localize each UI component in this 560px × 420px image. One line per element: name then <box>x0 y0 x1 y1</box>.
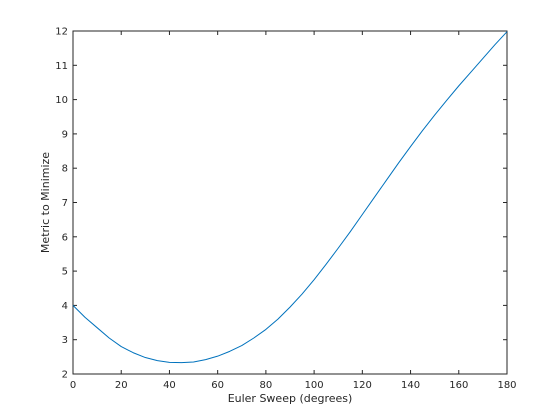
y-tick-label: 11 <box>55 61 68 72</box>
y-tick-label: 10 <box>55 95 68 106</box>
axis-ticks <box>72 30 508 375</box>
y-tick-label: 12 <box>55 27 68 38</box>
x-tick-label: 140 <box>401 380 420 391</box>
x-axis-label: Euler Sweep (degrees) <box>228 392 353 405</box>
plot-area <box>72 30 508 375</box>
y-tick-label: 4 <box>62 301 68 312</box>
y-tick-label: 5 <box>62 267 68 278</box>
y-tick-label: 2 <box>62 370 68 381</box>
x-tick-label: 180 <box>497 380 516 391</box>
series-line <box>72 31 508 364</box>
x-tick-label: 80 <box>260 380 273 391</box>
y-tick-label: 8 <box>62 164 68 175</box>
axis-tick-labels: 0 20 40 60 80 100 120 140 160 180 2 3 4 5 6 7 8 9 10 11 12 <box>55 27 516 392</box>
x-tick-label: 120 <box>353 380 372 391</box>
x-tick-label: 60 <box>211 380 224 391</box>
y-axis-label: Metric to Minimize <box>39 152 52 253</box>
y-tick-label: 7 <box>62 198 68 209</box>
x-tick-label: 0 <box>70 380 76 391</box>
x-tick-label: 100 <box>305 380 324 391</box>
data-series <box>72 31 508 364</box>
y-tick-label: 6 <box>62 232 68 243</box>
y-tick-label: 3 <box>62 335 68 346</box>
x-tick-label: 160 <box>449 380 468 391</box>
y-tick-label: 9 <box>62 129 68 140</box>
x-tick-label: 40 <box>163 380 176 391</box>
x-tick-label: 20 <box>115 380 128 391</box>
